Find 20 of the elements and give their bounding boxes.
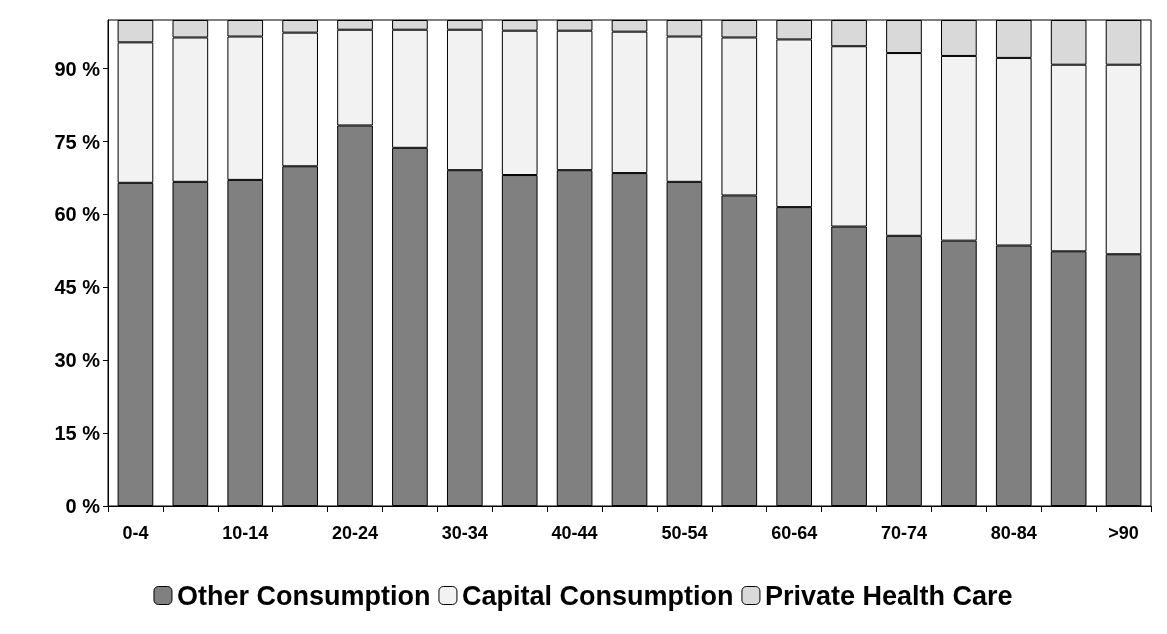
x-tick-label: >90 (1108, 523, 1139, 543)
legend-label: Other Consumption (176, 580, 431, 611)
x-tick-label: 50-54 (661, 523, 708, 543)
x-tick-label: 0-4 (122, 523, 149, 543)
x-tick-label: 60-64 (771, 523, 818, 543)
x-tick-label: 10-14 (222, 523, 269, 543)
legend-label: Private Health Care (764, 580, 1013, 611)
y-tick-label: 0 % (65, 495, 101, 517)
y-tick-label: 90 % (54, 57, 101, 80)
y-tick-label: 15 % (54, 422, 101, 445)
x-tick-label: 40-44 (551, 523, 598, 543)
y-tick-label: 45 % (54, 276, 101, 299)
y-tick-label: 30 % (54, 349, 101, 372)
x-tick-label: 70-74 (880, 523, 927, 543)
x-tick-label: 20-24 (332, 523, 379, 543)
y-tick-label: 60 % (54, 203, 101, 226)
x-tick-label: 30-34 (441, 523, 488, 543)
x-tick-label: 80-84 (990, 523, 1037, 543)
y-tick-label: 75 % (54, 130, 101, 153)
legend-label: Capital Consumption (461, 580, 734, 611)
